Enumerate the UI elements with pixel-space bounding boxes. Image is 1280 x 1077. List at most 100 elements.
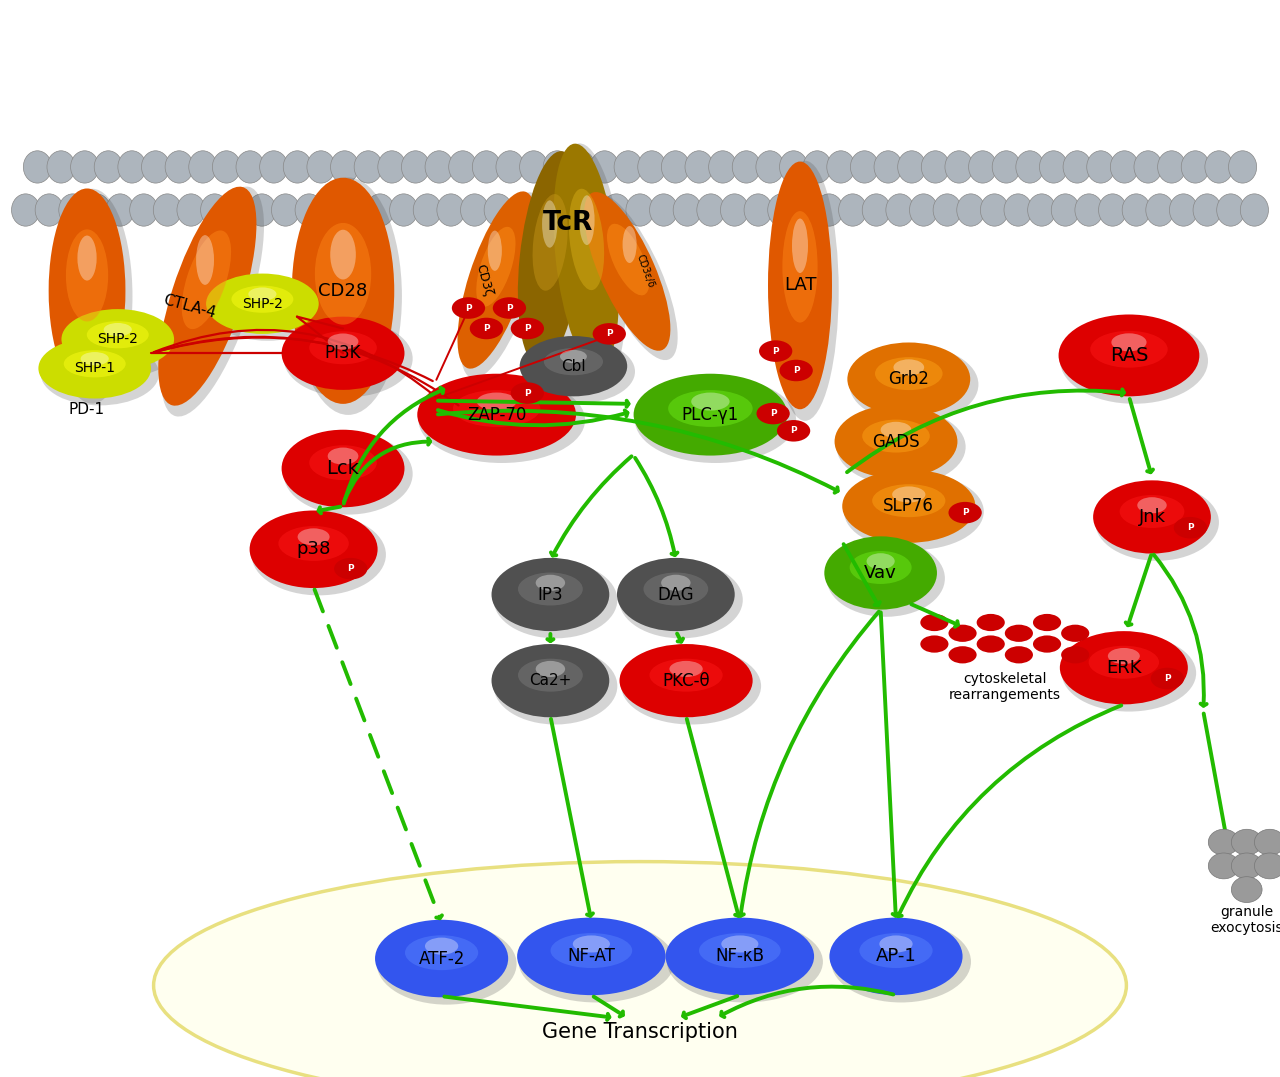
Ellipse shape <box>1075 194 1103 226</box>
Ellipse shape <box>436 194 465 226</box>
Ellipse shape <box>493 297 526 319</box>
Ellipse shape <box>1061 625 1089 642</box>
Ellipse shape <box>342 194 370 226</box>
Ellipse shape <box>557 143 626 380</box>
Ellipse shape <box>838 194 867 226</box>
Ellipse shape <box>70 151 99 183</box>
Ellipse shape <box>484 194 512 226</box>
Text: SLP76: SLP76 <box>883 498 934 515</box>
Text: P: P <box>769 409 777 418</box>
Ellipse shape <box>1157 151 1185 183</box>
Ellipse shape <box>835 405 957 478</box>
Ellipse shape <box>1146 194 1174 226</box>
Ellipse shape <box>1217 194 1245 226</box>
Ellipse shape <box>330 229 356 279</box>
Ellipse shape <box>561 350 588 363</box>
Ellipse shape <box>842 470 975 543</box>
Ellipse shape <box>307 151 335 183</box>
Ellipse shape <box>492 558 609 631</box>
Ellipse shape <box>1174 517 1207 538</box>
Ellipse shape <box>637 151 666 183</box>
Ellipse shape <box>662 151 690 183</box>
Ellipse shape <box>1240 194 1268 226</box>
Ellipse shape <box>780 360 813 381</box>
Ellipse shape <box>250 510 378 588</box>
Ellipse shape <box>196 235 214 285</box>
Text: NF-κB: NF-κB <box>716 948 764 965</box>
Text: Ca2+: Ca2+ <box>529 673 572 688</box>
Ellipse shape <box>375 920 508 997</box>
Ellipse shape <box>590 151 618 183</box>
Ellipse shape <box>376 923 517 1005</box>
Ellipse shape <box>452 297 485 319</box>
Text: SHP-2: SHP-2 <box>97 333 138 346</box>
Ellipse shape <box>334 558 367 579</box>
Ellipse shape <box>782 211 818 323</box>
Ellipse shape <box>1096 484 1219 561</box>
Ellipse shape <box>948 646 977 663</box>
Ellipse shape <box>614 151 643 183</box>
Text: ZAP-70: ZAP-70 <box>467 406 526 423</box>
Ellipse shape <box>603 194 631 226</box>
Ellipse shape <box>294 178 402 415</box>
Text: P: P <box>605 330 613 338</box>
Ellipse shape <box>876 358 942 390</box>
Text: P: P <box>1164 674 1171 683</box>
Text: CTLA-4: CTLA-4 <box>161 293 218 321</box>
Ellipse shape <box>892 487 925 503</box>
Ellipse shape <box>1107 648 1140 665</box>
Text: PD-1: PD-1 <box>69 402 105 417</box>
Ellipse shape <box>696 194 724 226</box>
Ellipse shape <box>556 194 584 226</box>
Text: Vav: Vav <box>864 564 897 582</box>
Ellipse shape <box>768 162 832 409</box>
Ellipse shape <box>492 644 609 717</box>
Ellipse shape <box>772 160 838 421</box>
Ellipse shape <box>667 921 823 1003</box>
Ellipse shape <box>224 194 252 226</box>
Ellipse shape <box>310 332 376 364</box>
Ellipse shape <box>161 186 264 417</box>
Text: DAG: DAG <box>658 586 694 603</box>
Text: PKC-θ: PKC-θ <box>662 672 710 689</box>
Ellipse shape <box>673 194 701 226</box>
Ellipse shape <box>518 659 582 691</box>
Ellipse shape <box>282 317 404 390</box>
Ellipse shape <box>425 938 458 954</box>
Ellipse shape <box>142 151 170 183</box>
Ellipse shape <box>282 430 404 507</box>
Ellipse shape <box>617 558 735 631</box>
Ellipse shape <box>829 918 963 995</box>
Ellipse shape <box>721 936 758 952</box>
Ellipse shape <box>567 151 595 183</box>
Ellipse shape <box>977 614 1005 631</box>
Ellipse shape <box>252 514 387 596</box>
Ellipse shape <box>518 151 582 366</box>
Ellipse shape <box>803 151 831 183</box>
Ellipse shape <box>1111 333 1147 351</box>
Ellipse shape <box>553 143 620 369</box>
Ellipse shape <box>634 374 787 456</box>
Ellipse shape <box>969 151 997 183</box>
Ellipse shape <box>756 151 785 183</box>
Ellipse shape <box>945 151 973 183</box>
Ellipse shape <box>897 151 925 183</box>
Text: Jnk: Jnk <box>1138 508 1166 526</box>
Ellipse shape <box>1231 877 1262 903</box>
Text: CD28: CD28 <box>319 282 367 299</box>
Ellipse shape <box>1229 151 1257 183</box>
Ellipse shape <box>1120 495 1184 528</box>
Ellipse shape <box>12 194 40 226</box>
Ellipse shape <box>756 403 790 424</box>
Ellipse shape <box>508 194 536 226</box>
Ellipse shape <box>64 350 125 377</box>
Text: AP-1: AP-1 <box>876 948 916 965</box>
Ellipse shape <box>355 151 383 183</box>
Ellipse shape <box>521 151 590 377</box>
Ellipse shape <box>260 151 288 183</box>
Ellipse shape <box>867 554 895 570</box>
Ellipse shape <box>494 561 617 639</box>
Ellipse shape <box>402 151 430 183</box>
Text: P: P <box>1187 523 1194 532</box>
Ellipse shape <box>1208 853 1239 879</box>
